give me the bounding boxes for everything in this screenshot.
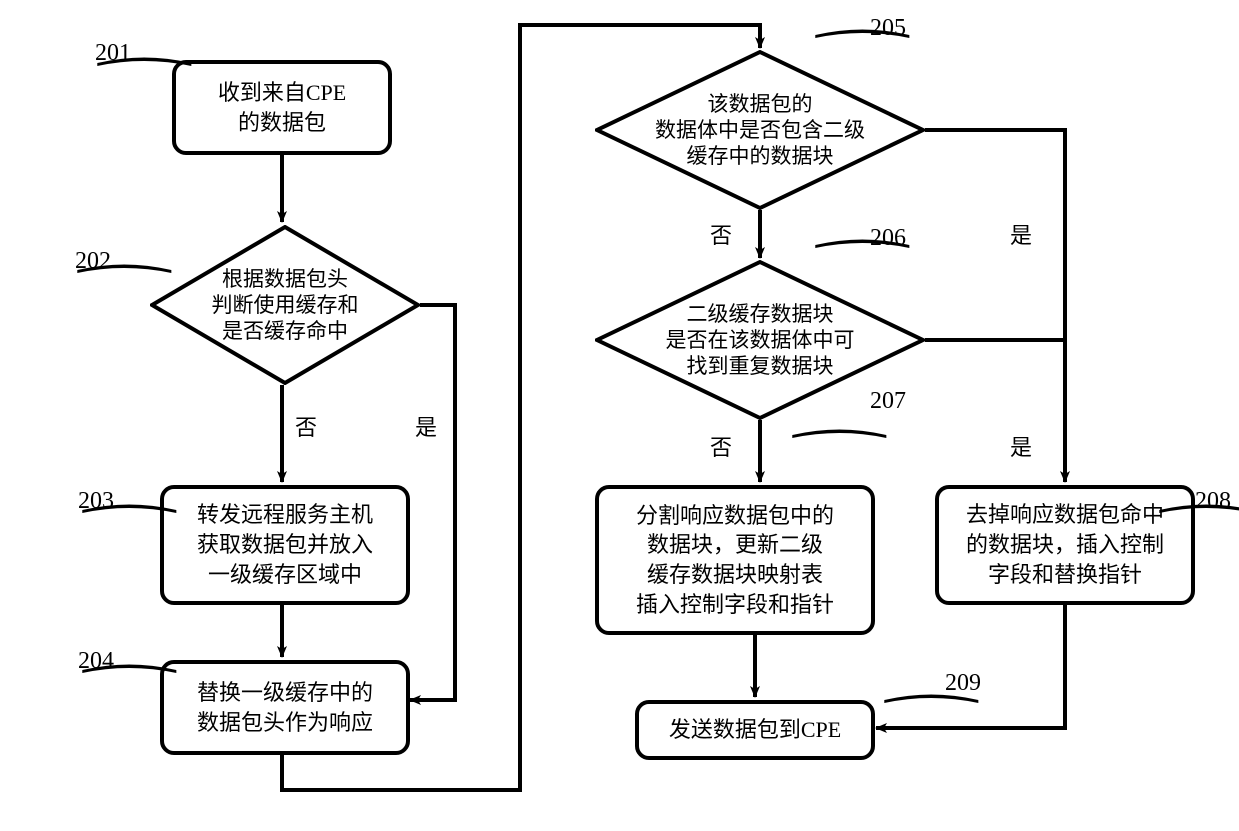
- edge-202-yes: 是: [415, 410, 437, 442]
- edge-206-yes: 是: [1010, 430, 1032, 462]
- edge-206-no: 否: [710, 430, 732, 462]
- label-202: 202: [75, 248, 111, 275]
- node-207-text: 分割响应数据包中的数据块，更新二级缓存数据块映射表插入控制字段和指针: [636, 501, 834, 620]
- edge-205-no: 否: [710, 218, 732, 250]
- node-208-text: 去掉响应数据包命中的数据块，插入控制字段和替换指针: [966, 500, 1164, 589]
- node-209-send: 发送数据包到CPE: [635, 700, 875, 760]
- node-207-split-update: 分割响应数据包中的数据块，更新二级缓存数据块映射表插入控制字段和指针: [595, 485, 875, 635]
- label-208: 208: [1195, 488, 1231, 515]
- label-207: 207: [870, 388, 906, 415]
- node-201-receive-packet: 收到来自CPE的数据包: [172, 60, 392, 155]
- node-202-decision: 根据数据包头判断使用缓存和是否缓存命中: [150, 225, 420, 385]
- curly-209: ⁀: [889, 695, 974, 751]
- node-202-text: 根据数据包头判断使用缓存和是否缓存命中: [212, 266, 359, 345]
- node-205-text: 该数据包的数据体中是否包含二级缓存中的数据块: [655, 91, 865, 170]
- edge-202-no: 否: [295, 410, 317, 442]
- label-204: 204: [78, 648, 114, 675]
- label-205: 205: [870, 15, 906, 42]
- label-201: 201: [95, 40, 131, 67]
- node-208-remove-insert: 去掉响应数据包命中的数据块，插入控制字段和替换指针: [935, 485, 1195, 605]
- label-206: 206: [870, 225, 906, 252]
- label-203: 203: [78, 488, 114, 515]
- node-204-text: 替换一级缓存中的数据包头作为响应: [197, 678, 373, 737]
- curly-207: ⁀: [797, 430, 882, 486]
- node-203-text: 转发远程服务主机获取数据包并放入一级缓存区域中: [197, 500, 373, 589]
- edge-205-yes: 是: [1010, 218, 1032, 250]
- node-201-text: 收到来自CPE的数据包: [218, 78, 346, 137]
- label-209: 209: [945, 670, 981, 697]
- node-209-text: 发送数据包到CPE: [669, 715, 841, 745]
- node-206-text: 二级缓存数据块是否在该数据体中可找到重复数据块: [666, 301, 855, 380]
- node-204-replace-header: 替换一级缓存中的数据包头作为响应: [160, 660, 410, 755]
- node-203-forward-fetch: 转发远程服务主机获取数据包并放入一级缓存区域中: [160, 485, 410, 605]
